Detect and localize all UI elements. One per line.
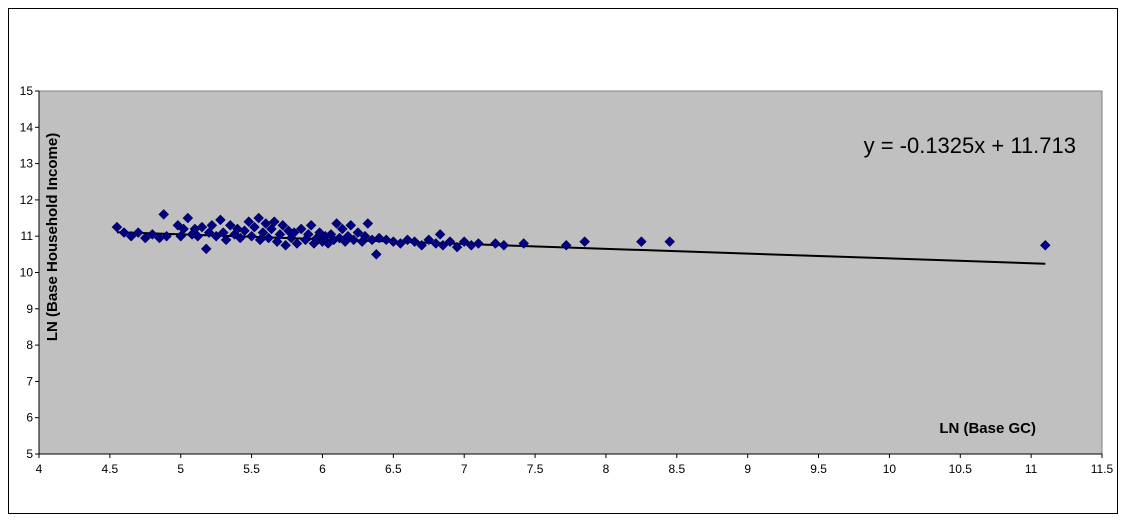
data-point <box>395 238 406 249</box>
data-point <box>274 229 286 240</box>
x-tick-label: 6 <box>319 462 326 476</box>
data-point <box>132 227 144 238</box>
data-points <box>111 209 1051 260</box>
data-point <box>161 230 172 242</box>
data-point <box>200 243 212 255</box>
x-tick-label: 5.5 <box>243 462 260 476</box>
y-tick-label: 11 <box>21 229 34 243</box>
y-tick-label: 9 <box>26 302 33 316</box>
x-tick-label: 11.5 <box>1091 462 1114 476</box>
x-tick-label: 8 <box>603 462 610 476</box>
data-point <box>268 216 280 228</box>
data-point <box>664 236 676 247</box>
x-axis-title: LN (Base GC) <box>939 420 1036 437</box>
x-tick-label: 9.5 <box>810 462 827 476</box>
x-tick-label: 9 <box>744 462 751 476</box>
data-point <box>359 230 371 242</box>
data-point <box>178 223 189 235</box>
y-tick-label: 15 <box>20 84 34 98</box>
x-tick-label: 11 <box>1025 462 1038 476</box>
data-point <box>362 218 374 229</box>
x-tick-label: 4 <box>36 462 43 476</box>
x-tick-label: 10.5 <box>949 462 973 476</box>
data-point <box>257 227 269 238</box>
data-point <box>560 239 572 251</box>
data-point <box>305 219 317 231</box>
data-point <box>224 219 236 231</box>
data-point <box>288 227 300 238</box>
data-point <box>125 230 137 242</box>
data-point <box>249 221 260 233</box>
trendline-equation: y = -0.1325x + 11.713 <box>864 133 1076 158</box>
data-point <box>239 225 250 237</box>
data-point <box>147 229 158 240</box>
data-point <box>451 241 463 253</box>
data-point <box>196 221 208 233</box>
data-point <box>1039 239 1051 251</box>
data-point <box>518 238 530 249</box>
data-point <box>458 236 470 247</box>
data-point <box>473 238 484 249</box>
data-point <box>370 248 382 260</box>
data-point <box>277 219 289 231</box>
x-tick-labels: 4 4.5 5 5.5 6 6.5 7 7.5 8 8.5 9 9.5 10 10.5 11 11.5 <box>36 454 1114 476</box>
data-point <box>490 238 501 249</box>
data-point <box>139 232 151 244</box>
data-point <box>302 229 314 240</box>
data-point <box>158 209 170 220</box>
data-point <box>409 236 420 247</box>
data-point <box>118 227 130 238</box>
data-point <box>336 223 348 235</box>
x-tick-label: 10 <box>883 462 897 476</box>
y-tick-label: 12 <box>20 193 34 207</box>
x-tick-label: 6.5 <box>385 462 402 476</box>
data-point <box>331 218 342 229</box>
data-point <box>210 230 222 242</box>
data-point <box>243 216 255 228</box>
data-point <box>444 236 456 247</box>
x-tick-label: 7 <box>461 462 468 476</box>
data-point <box>111 221 123 233</box>
data-point <box>253 212 265 224</box>
data-point <box>352 227 364 238</box>
y-tick-label: 6 <box>26 411 33 425</box>
data-point <box>348 234 360 246</box>
y-tick-label: 7 <box>26 374 33 388</box>
data-point <box>295 223 307 235</box>
y-tick-label: 13 <box>20 157 34 171</box>
data-point <box>206 219 218 231</box>
data-point <box>234 232 246 244</box>
x-tick-label: 5 <box>177 462 184 476</box>
data-point <box>215 214 226 226</box>
data-point <box>246 230 257 242</box>
data-point <box>579 236 591 247</box>
data-point <box>416 239 428 251</box>
y-tick-label: 10 <box>20 266 34 280</box>
data-point <box>434 229 446 240</box>
data-point <box>345 219 357 231</box>
data-point <box>636 236 647 247</box>
data-point <box>437 239 449 251</box>
y-tick-label: 5 <box>26 447 33 461</box>
x-tick-label: 4.5 <box>102 462 119 476</box>
data-point <box>291 238 303 249</box>
y-axis-title: LN (Base Household Income) <box>44 133 61 341</box>
y-tick-labels: 5 6 7 8 9 10 11 12 13 14 15 <box>20 84 39 461</box>
data-point <box>263 232 274 244</box>
x-tick-label: 7.5 <box>527 462 544 476</box>
data-point <box>192 230 204 242</box>
y-tick-label: 14 <box>20 120 34 134</box>
data-point <box>220 234 232 246</box>
data-point <box>280 239 291 251</box>
y-tick-label: 8 <box>26 338 33 352</box>
data-point <box>423 234 435 246</box>
x-tick-label: 8.5 <box>668 462 685 476</box>
data-point <box>182 212 194 224</box>
data-point <box>498 239 510 251</box>
plot-area <box>38 90 1103 455</box>
